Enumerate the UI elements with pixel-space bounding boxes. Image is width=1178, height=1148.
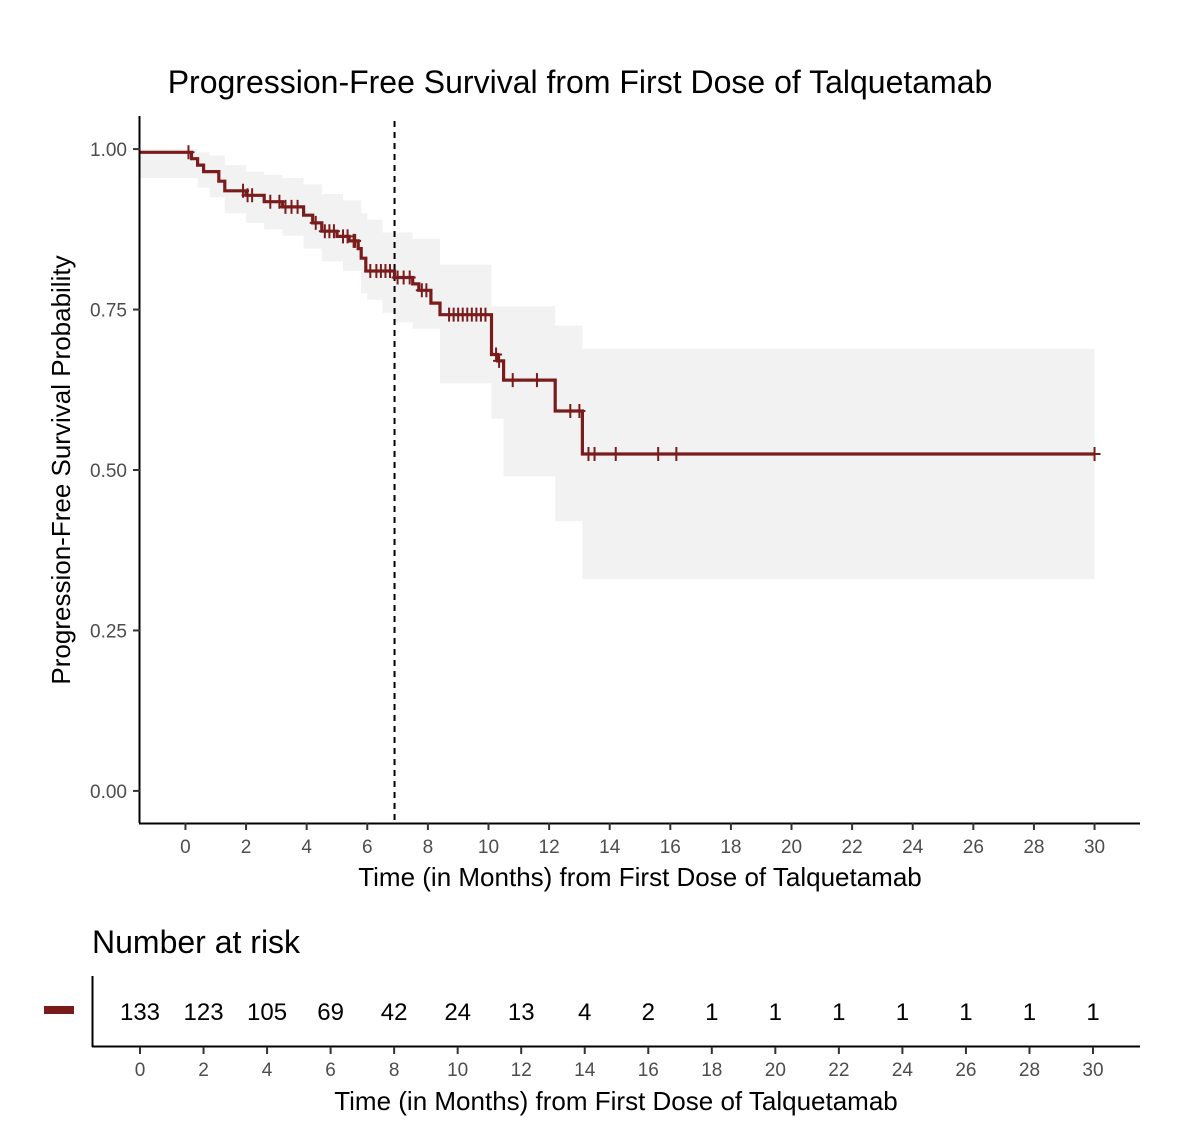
x-tick-label: 2 bbox=[241, 837, 252, 858]
x-tick-label: 10 bbox=[478, 837, 499, 858]
x-tick-label: 22 bbox=[842, 837, 863, 858]
censor-mark bbox=[530, 373, 543, 388]
risk-x-tick-label: 20 bbox=[765, 1060, 786, 1081]
censor-mark bbox=[273, 194, 286, 209]
y-tick-label: 0.75 bbox=[90, 301, 127, 322]
strata-legend-swatch bbox=[44, 1006, 74, 1014]
risk-value: 4 bbox=[578, 999, 591, 1026]
censor-mark bbox=[670, 446, 683, 461]
risk-x-tick-label: 28 bbox=[1019, 1060, 1040, 1081]
censor-mark bbox=[609, 446, 622, 461]
x-tick-label: 28 bbox=[1023, 837, 1044, 858]
risk-x-tick-label: 10 bbox=[447, 1060, 468, 1081]
y-tick-label: 0.00 bbox=[90, 782, 127, 803]
x-tick-label: 12 bbox=[539, 837, 560, 858]
x-tick-label: 30 bbox=[1084, 837, 1105, 858]
risk-value: 1 bbox=[705, 999, 718, 1026]
risk-x-tick-label: 2 bbox=[198, 1060, 209, 1081]
risk-value: 2 bbox=[642, 999, 655, 1026]
risk-x-axis-title: Time (in Months) from First Dose of Talq… bbox=[334, 1086, 898, 1116]
risk-value: 1 bbox=[769, 999, 782, 1026]
x-axis-title: Time (in Months) from First Dose of Talq… bbox=[358, 862, 922, 892]
censor-mark bbox=[246, 188, 259, 203]
censor-mark bbox=[341, 229, 354, 244]
risk-value: 1 bbox=[959, 999, 972, 1026]
x-tick-label: 14 bbox=[599, 837, 621, 858]
censor-mark bbox=[493, 353, 506, 368]
x-tick-label: 26 bbox=[963, 837, 984, 858]
risk-x-axis-ticks: 0 2 4 6 8 10 12 14 16 18 20 22 24 26 28 30 bbox=[135, 1047, 1104, 1081]
x-tick-label: 8 bbox=[423, 837, 434, 858]
censor-mark bbox=[588, 446, 601, 461]
risk-x-tick-label: 24 bbox=[892, 1060, 914, 1081]
risk-value: 1 bbox=[896, 999, 909, 1026]
risk-x-tick-label: 4 bbox=[262, 1060, 273, 1081]
risk-value: 1 bbox=[1086, 999, 1099, 1026]
censor-mark bbox=[291, 199, 304, 214]
x-tick-label: 18 bbox=[720, 837, 741, 858]
risk-x-tick-label: 8 bbox=[389, 1060, 400, 1081]
risk-value: 1 bbox=[832, 999, 845, 1026]
y-axis-title: Progression-Free Survival Probability bbox=[46, 255, 76, 684]
survival-plot: Progression-Free Survival from First Dos… bbox=[46, 64, 1140, 892]
y-axis-ticks: 0.00 0.25 0.50 0.75 1.00 bbox=[90, 140, 140, 803]
risk-value: 105 bbox=[247, 999, 287, 1026]
x-tick-label: 0 bbox=[180, 837, 191, 858]
risk-values: 133 123 105 69 42 24 13 4 2 1 1 1 1 1 1 1 bbox=[120, 999, 1100, 1026]
risk-x-tick-label: 18 bbox=[701, 1060, 722, 1081]
censor-mark bbox=[479, 307, 492, 322]
x-axis-ticks: 0 2 4 6 8 10 12 14 16 18 20 22 24 26 28 30 bbox=[180, 823, 1105, 858]
censor-mark bbox=[573, 403, 586, 418]
censor-mark bbox=[1088, 446, 1101, 461]
censor-mark bbox=[309, 215, 322, 230]
risk-x-tick-label: 6 bbox=[325, 1060, 336, 1081]
risk-value: 123 bbox=[184, 999, 224, 1026]
risk-x-tick-label: 0 bbox=[135, 1060, 146, 1081]
censor-mark bbox=[349, 233, 362, 248]
chart-title: Progression-Free Survival from First Dos… bbox=[168, 64, 993, 100]
risk-x-tick-label: 26 bbox=[955, 1060, 976, 1081]
risk-value: 1 bbox=[1023, 999, 1036, 1026]
censor-marks bbox=[182, 145, 1101, 461]
censor-mark bbox=[652, 446, 665, 461]
x-tick-label: 6 bbox=[362, 837, 373, 858]
risk-value: 133 bbox=[120, 999, 160, 1026]
x-tick-label: 16 bbox=[660, 837, 681, 858]
x-tick-label: 20 bbox=[781, 837, 802, 858]
risk-x-tick-label: 16 bbox=[638, 1060, 659, 1081]
risk-value: 24 bbox=[444, 999, 471, 1026]
risk-x-tick-label: 22 bbox=[828, 1060, 849, 1081]
risk-table: Number at risk 133 123 105 69 42 24 13 4 2 1 1 1 1 1 1… bbox=[44, 924, 1140, 1116]
risk-x-tick-label: 12 bbox=[511, 1060, 532, 1081]
censor-mark bbox=[327, 224, 340, 239]
risk-table-title: Number at risk bbox=[92, 924, 301, 960]
y-tick-label: 0.25 bbox=[90, 621, 127, 642]
x-tick-label: 24 bbox=[902, 837, 924, 858]
confidence-band bbox=[140, 149, 1095, 580]
risk-value: 42 bbox=[381, 999, 408, 1026]
censor-mark bbox=[506, 373, 519, 388]
risk-value: 13 bbox=[508, 999, 535, 1026]
risk-x-tick-label: 30 bbox=[1082, 1060, 1103, 1081]
censor-mark bbox=[182, 145, 195, 160]
risk-value: 69 bbox=[317, 999, 344, 1026]
confidence-band-area bbox=[140, 149, 1095, 580]
censor-mark bbox=[403, 270, 416, 285]
censor-mark bbox=[384, 264, 396, 279]
censor-mark bbox=[420, 283, 433, 298]
x-tick-label: 4 bbox=[301, 837, 312, 858]
risk-x-tick-label: 14 bbox=[574, 1060, 596, 1081]
y-tick-label: 1.00 bbox=[90, 140, 127, 161]
y-tick-label: 0.50 bbox=[90, 461, 127, 482]
